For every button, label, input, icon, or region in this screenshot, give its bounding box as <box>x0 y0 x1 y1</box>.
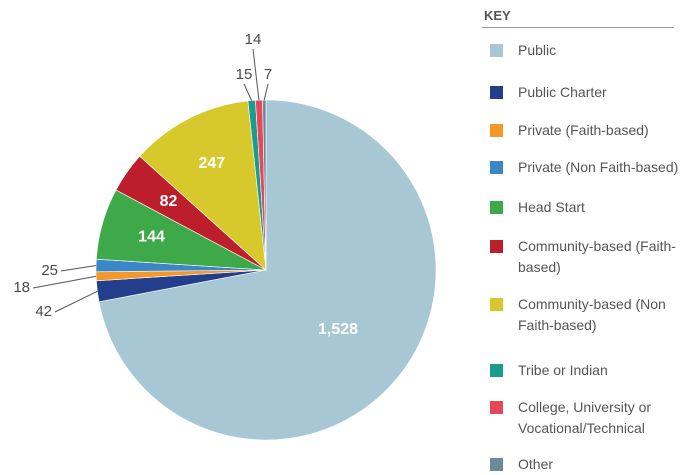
legend-swatch <box>490 124 503 137</box>
legend-label: Public <box>518 42 557 58</box>
legend-title: KEY <box>482 6 674 28</box>
legend-item: Community-based (Faith-based) <box>490 238 688 278</box>
leader-line <box>54 290 98 313</box>
data-label: 1,528 <box>318 321 358 338</box>
legend-swatch <box>490 298 503 311</box>
legend: KEY Public Public Charter Private (Faith-b… <box>482 6 687 472</box>
pie-slice <box>98 99 437 441</box>
data-label: 144 <box>138 229 165 246</box>
legend-item: College, University or Vocational/Techni… <box>490 399 688 439</box>
leader-line <box>32 275 97 289</box>
legend-swatch <box>490 240 503 253</box>
legend-label: Tribe or Indian <box>518 362 608 378</box>
legend-swatch <box>490 458 503 471</box>
legend-label: Private (Faith-based) <box>518 122 649 138</box>
legend-swatch <box>490 44 503 57</box>
pie-slice <box>262 99 267 271</box>
chart: 1,528 42 18 25 144 82 247 15 14 7 <box>13 31 437 441</box>
data-label: 42 <box>35 303 52 320</box>
legend-item: Private (Faith-based) <box>490 122 688 141</box>
pie-slice <box>139 100 267 271</box>
data-label: 247 <box>199 155 226 172</box>
leader-line <box>263 83 269 101</box>
legend-label: Community-based (Faith-based) <box>518 238 676 275</box>
legend-item: Head Start <box>490 199 688 218</box>
legend-label: Other <box>518 456 554 472</box>
data-label: 7 <box>264 66 272 83</box>
leader-line <box>243 83 253 101</box>
data-label: 25 <box>41 262 58 279</box>
legend-item: Tribe or Indian <box>490 362 688 381</box>
legend-item: Public <box>490 42 688 61</box>
data-label: 14 <box>245 31 262 48</box>
legend-swatch <box>490 401 503 414</box>
legend-label: Public Charter <box>518 84 607 100</box>
data-label: 18 <box>13 279 30 296</box>
data-label: 15 <box>236 66 253 83</box>
legend-item: Public Charter <box>490 84 688 103</box>
leader-line <box>252 48 260 101</box>
legend-item: Community-based (Non Faith-based) <box>490 296 688 336</box>
legend-label: College, University or Vocational/Techni… <box>518 399 652 436</box>
legend-swatch <box>490 161 503 174</box>
legend-label: Head Start <box>518 199 585 215</box>
legend-swatch <box>490 86 503 99</box>
legend-item: Private (Non Faith-based) <box>490 159 688 178</box>
legend-label: Community-based (Non Faith-based) <box>518 296 666 333</box>
legend-label: Private (Non Faith-based) <box>518 159 679 175</box>
data-label: 82 <box>160 193 178 210</box>
leader-line <box>60 264 97 272</box>
legend-swatch <box>490 364 503 377</box>
legend-item: Other <box>490 456 688 475</box>
legend-swatch <box>490 201 503 214</box>
